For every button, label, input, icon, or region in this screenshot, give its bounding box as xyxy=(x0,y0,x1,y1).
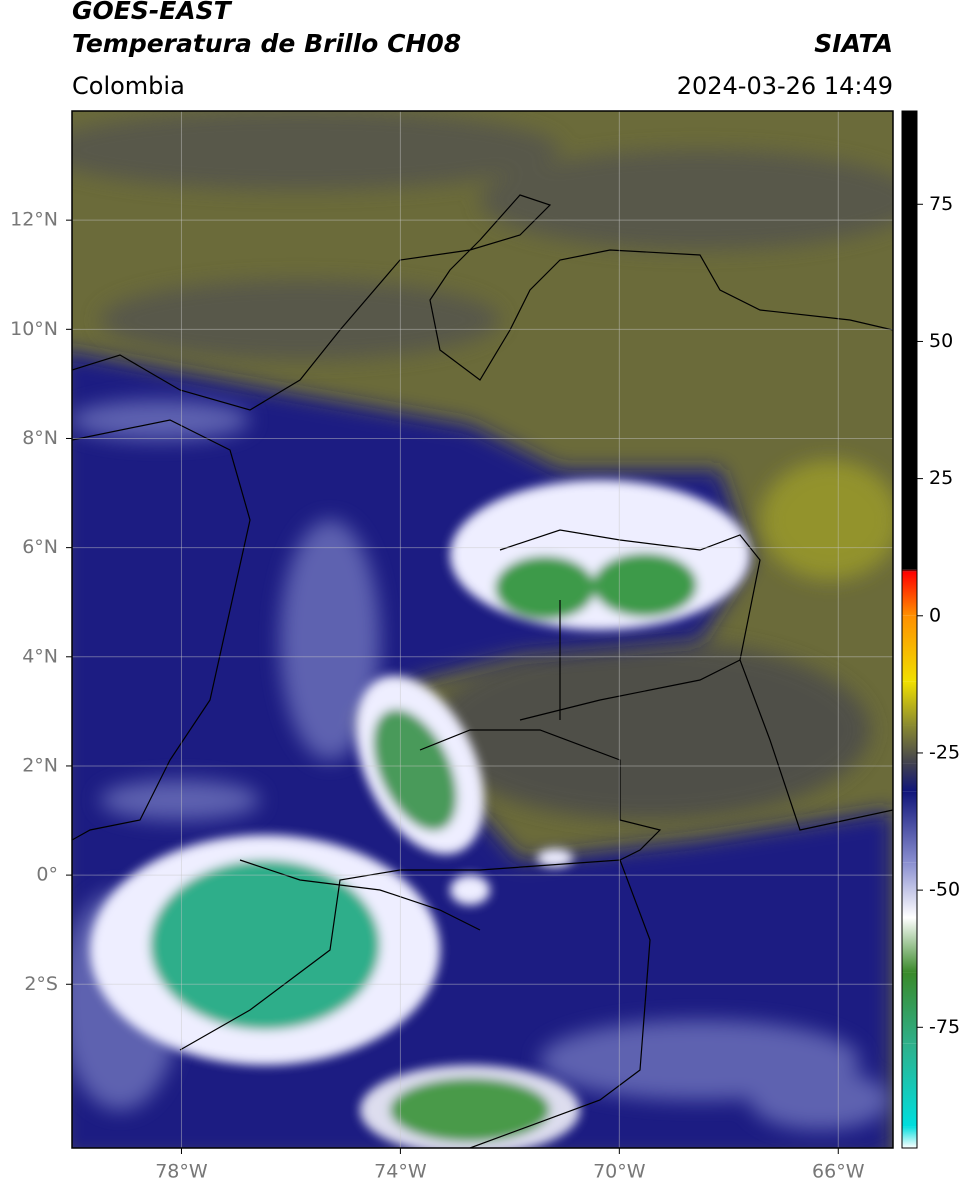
satellite-image xyxy=(72,111,893,1148)
datetime: 2024-03-26 14:49 xyxy=(677,72,893,100)
y-tick-label: 2°N xyxy=(22,754,58,776)
colorbar-frame xyxy=(901,110,918,1149)
colorbar-tick-label: -50 xyxy=(929,879,960,901)
y-tick-label: 0° xyxy=(36,864,58,886)
colorbar-tick-label: 50 xyxy=(929,330,953,352)
colorbar-segment xyxy=(902,569,917,572)
colorbar-segment xyxy=(902,763,917,792)
y-tick-label: 12°N xyxy=(10,209,58,231)
subtitle: Temperatura de Brillo CH08 xyxy=(72,29,461,58)
colorbar-segment xyxy=(902,725,917,764)
region: Colombia xyxy=(72,72,185,100)
colorbar-segment xyxy=(902,862,917,918)
y-tick-label: 2°S xyxy=(24,973,58,995)
x-tick-label: 74°W xyxy=(374,1161,427,1183)
y-tick-label: 6°N xyxy=(22,536,58,558)
colorbar-tick-label: 75 xyxy=(929,193,953,215)
colorbar-segment xyxy=(902,791,917,863)
map-frame xyxy=(71,110,894,1149)
colorbar-tick-label: -25 xyxy=(929,741,960,763)
colorbar-tick-label: 0 xyxy=(929,604,941,626)
colorbar-tick-label: 25 xyxy=(929,467,953,489)
colorbar-tick-label: -75 xyxy=(929,1016,960,1038)
source: SIATA xyxy=(814,29,893,58)
y-tick-label: 4°N xyxy=(22,645,58,667)
x-tick-label: 70°W xyxy=(593,1161,646,1183)
y-tick-label: 10°N xyxy=(10,318,58,340)
colorbar-segment xyxy=(902,972,917,1044)
x-tick-label: 78°W xyxy=(155,1161,208,1183)
x-tick-label: 66°W xyxy=(812,1161,865,1183)
title: GOES-EAST xyxy=(72,0,233,25)
colorbar-segment xyxy=(902,571,917,616)
colorbar-segment xyxy=(902,917,917,973)
colorbar-segment xyxy=(902,681,917,726)
colorbar-segment xyxy=(902,111,917,570)
colorbar-segment xyxy=(902,1043,917,1127)
colorbar-segment xyxy=(902,1126,917,1148)
colorbar-segment xyxy=(902,615,917,682)
y-tick-label: 8°N xyxy=(22,427,58,449)
